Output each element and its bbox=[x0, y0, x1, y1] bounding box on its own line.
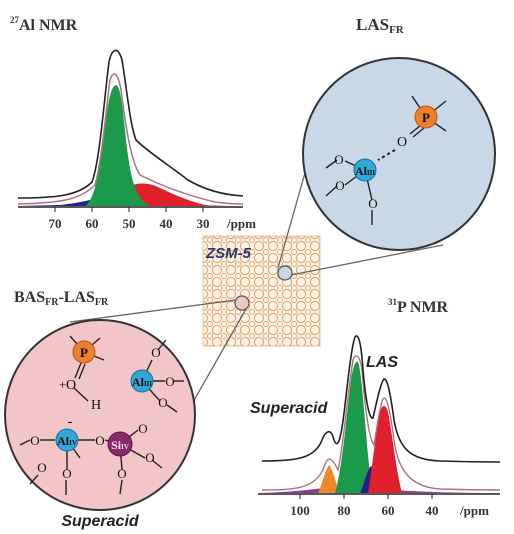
svg-text:AlIII: AlIII bbox=[355, 164, 375, 178]
svg-text:AlIV: AlIV bbox=[57, 434, 77, 448]
al-experimental-curve bbox=[17, 49, 244, 199]
plus-charge: + bbox=[59, 377, 66, 392]
bas-phosphorus-label: P bbox=[80, 345, 88, 360]
phosphorus-label: P bbox=[422, 110, 430, 125]
al-ticks bbox=[54, 207, 204, 212]
bas-las-title-a-sub: FR bbox=[45, 297, 59, 308]
al-nmr-title: Al NMR bbox=[19, 17, 78, 34]
al3-atom bbox=[130, 369, 154, 393]
svg-text:31P NMR: 31P NMR bbox=[388, 297, 449, 316]
al-component-green bbox=[85, 85, 150, 206]
al-tick-label: 70 bbox=[49, 216, 62, 231]
al3-label: Al bbox=[132, 375, 145, 389]
bas-las-circle bbox=[4, 319, 196, 511]
al4-oxygen-label: O bbox=[37, 460, 46, 475]
p-experimental-curve bbox=[261, 335, 501, 463]
superacid-peak-label: Superacid bbox=[250, 400, 329, 417]
si-atom bbox=[107, 431, 133, 457]
al-nmr-title-sup: 27 bbox=[10, 15, 20, 25]
p-tick-label: 80 bbox=[338, 503, 351, 518]
si-oxygen-label: O bbox=[145, 450, 154, 465]
p-component-red bbox=[368, 406, 402, 493]
phosphorus-atom bbox=[414, 105, 438, 129]
p-nmr-title-sup: 31 bbox=[388, 297, 398, 307]
bas-oxygen-label: O bbox=[66, 378, 76, 393]
zsm5-lattice bbox=[202, 235, 321, 347]
al4-oxygen-label: O bbox=[95, 433, 104, 448]
aluminum-label-sub: III bbox=[367, 169, 375, 177]
si-label-sub: IV bbox=[121, 443, 129, 451]
al4-label-sub: IV bbox=[69, 439, 77, 447]
las-fr-circle bbox=[302, 57, 496, 251]
bas-las-title-b-sub: FR bbox=[95, 297, 109, 308]
bas-las-panel: BASFR-LASFR P + O H AlIII O bbox=[4, 289, 196, 530]
al3-oxygen-label: O bbox=[151, 345, 160, 360]
zsm5-label: ZSM-5 bbox=[205, 245, 252, 262]
svg-text:BASFR-LASFR: BASFR-LASFR bbox=[14, 289, 109, 308]
zsm5-framework: ZSM-5 bbox=[202, 235, 321, 347]
al-tick-label: 40 bbox=[160, 216, 173, 231]
p-nmr-title: P NMR bbox=[397, 299, 449, 316]
al3-oxygen-label: O bbox=[158, 395, 167, 410]
p-tick-label: 40 bbox=[426, 503, 439, 518]
svg-text:SiIV: SiIV bbox=[111, 438, 129, 452]
minus-charge: - bbox=[68, 414, 73, 430]
p-nmr-spectrum: 31P NMR LAS Superacid 100 80 60 40 /ppm bbox=[250, 297, 501, 518]
bas-phosphorus-atom bbox=[72, 340, 96, 364]
hydrogen-label: H bbox=[91, 398, 101, 413]
si-label: Si bbox=[111, 438, 122, 452]
aluminum-atom bbox=[353, 158, 377, 182]
oxygen-label: O bbox=[335, 178, 344, 193]
bas-las-title-sep: -LAS bbox=[58, 289, 95, 306]
p-fit-curve bbox=[261, 355, 501, 491]
svg-text:AlIII: AlIII bbox=[132, 375, 152, 389]
p-tick-label: 100 bbox=[290, 503, 310, 518]
al4-oxygen-label: O bbox=[62, 466, 71, 481]
oxygen-label: O bbox=[368, 196, 377, 211]
al4-atom bbox=[55, 428, 79, 452]
oxygen-label: O bbox=[334, 152, 343, 167]
al-nmr-spectrum: 27Al NMR 70 60 50 40 30 /ppm bbox=[10, 15, 256, 231]
svg-text:27Al NMR: 27Al NMR bbox=[10, 15, 78, 34]
si-oxygen-label: O bbox=[138, 421, 147, 436]
al3-label-sub: III bbox=[144, 380, 152, 388]
superacid-caption: Superacid bbox=[61, 513, 140, 530]
al4-label: Al bbox=[57, 434, 70, 448]
al-tick-label: 50 bbox=[123, 216, 136, 231]
p-tick-label: 60 bbox=[382, 503, 395, 518]
p-ticks bbox=[299, 494, 433, 499]
las-site-marker bbox=[277, 265, 293, 281]
p-component-green bbox=[335, 361, 378, 493]
las-fr-title-sub: FR bbox=[389, 24, 405, 36]
p-unit-label: /ppm bbox=[459, 503, 489, 518]
al-fit-curve bbox=[17, 73, 244, 205]
al3-oxygen-label: O bbox=[165, 374, 174, 389]
al4-oxygen-label: O bbox=[30, 433, 39, 448]
las-fr-panel: LASFR P O AlIII O O O bbox=[302, 15, 496, 251]
al-tick-label: 60 bbox=[86, 216, 99, 231]
bas-las-site-marker bbox=[234, 295, 250, 311]
p-component-orange bbox=[318, 465, 340, 493]
oxygen-label: O bbox=[397, 135, 407, 150]
svg-text:LASFR: LASFR bbox=[356, 15, 405, 36]
las-peak-label: LAS bbox=[366, 354, 398, 371]
aluminum-label: Al bbox=[355, 164, 368, 178]
al-tick-label: 30 bbox=[197, 216, 210, 231]
al-unit-label: /ppm bbox=[226, 216, 256, 231]
si-oxygen-label: O bbox=[117, 466, 126, 481]
las-fr-title: LAS bbox=[356, 15, 389, 34]
bas-las-title-a: BAS bbox=[14, 289, 45, 306]
